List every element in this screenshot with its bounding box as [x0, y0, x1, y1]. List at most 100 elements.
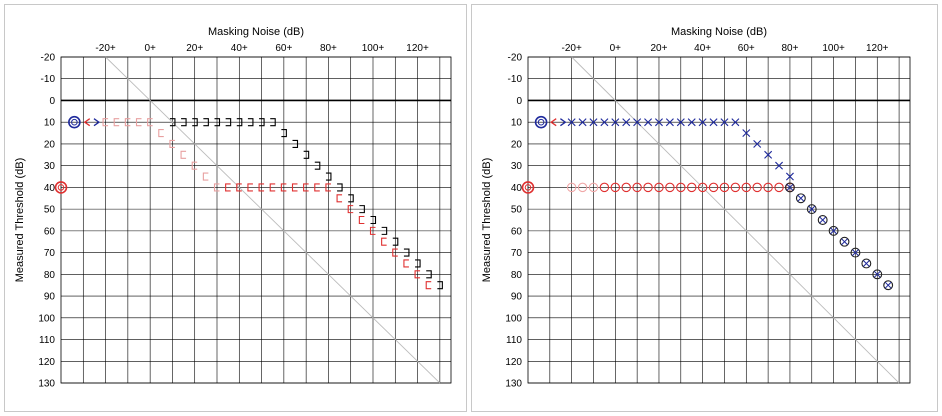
data-point-bracket	[191, 161, 198, 170]
data-point-bracket	[291, 183, 298, 192]
data-point-circle-cross-x	[884, 281, 892, 289]
data-point-bracket	[258, 183, 265, 192]
data-point-bracket	[147, 118, 153, 127]
data-point-circle	[610, 182, 621, 193]
data-point-circle-cross	[883, 280, 894, 291]
data-point-circle-cross	[839, 236, 850, 247]
data-point-bracket	[102, 118, 109, 127]
y-tick-label: 80	[44, 270, 56, 281]
data-point-bracket	[303, 150, 310, 159]
data-point-circle-cross-x	[819, 216, 827, 224]
right-audiogram-chart: -20+ 0+ 20+ 40+ 60+ 80+ 100+ 120+ -20 -10 0 10 20 30 4…	[481, 26, 911, 390]
right-chart-panel: -20+ 0+ 20+ 40+ 60+ 80+ 100+ 120+ -20 -10 0 10 20 30 4…	[471, 4, 938, 412]
data-point-bracket	[292, 139, 299, 148]
data-point-cross	[622, 118, 631, 127]
data-point-bracket	[269, 183, 276, 192]
y-tick-label: 90	[511, 292, 523, 303]
data-point-circle	[632, 182, 642, 193]
y-tick-label: 50	[511, 205, 523, 216]
data-point-circle	[665, 182, 675, 193]
data-point-bracket	[348, 194, 354, 203]
y-tick-label: 130	[505, 379, 522, 390]
data-point-bracket	[270, 118, 276, 127]
y-tick-label: 60	[44, 226, 56, 237]
y-tick-label: 10	[511, 118, 523, 129]
unmasked-threshold-inner	[71, 118, 78, 126]
data-point-bracket	[303, 183, 309, 192]
data-point-bracket	[280, 183, 287, 192]
data-point-bracket	[369, 226, 376, 235]
data-point-cross	[687, 118, 696, 127]
data-point-bracket	[214, 118, 221, 127]
y-tick-label: 20	[44, 139, 56, 150]
y-tick-label: 30	[44, 161, 56, 172]
data-point-bracket	[202, 172, 209, 181]
y-axis-title: Measured Threshold (dB)	[14, 158, 26, 283]
y-tick-label: 70	[44, 248, 56, 259]
data-point-circle-cross	[784, 182, 795, 193]
data-point-cross	[633, 118, 642, 127]
data-point-bracket	[392, 248, 398, 257]
data-point-circle	[730, 182, 741, 193]
data-point-cross	[698, 118, 707, 127]
data-point-circle	[621, 182, 631, 193]
data-point-circle-cross	[817, 215, 828, 225]
data-point-circle-cross	[872, 269, 883, 280]
y-tick-label: -10	[508, 74, 523, 85]
plot-frame	[527, 56, 911, 384]
y-tick-label: 60	[511, 226, 523, 237]
y-tick-label: 120	[38, 357, 55, 368]
data-point-bracket	[158, 129, 164, 138]
x-tick-label: 120+	[406, 43, 429, 54]
data-point-circle-cross	[806, 204, 817, 215]
data-point-bracket	[425, 281, 432, 290]
data-point-bracket	[135, 118, 142, 127]
data-point-circle	[697, 182, 708, 193]
data-point-circle	[588, 182, 599, 193]
data-point-bracket	[259, 118, 265, 127]
data-point-bracket	[392, 237, 399, 246]
y-tick-label: 110	[506, 335, 522, 346]
y-axis-title: Measured Threshold (dB)	[481, 158, 493, 283]
y-tick-label: 100	[505, 313, 522, 324]
data-point-cross	[567, 118, 576, 127]
x-tick-label: 60+	[275, 43, 292, 54]
data-point-bracket	[414, 270, 421, 279]
x-axis-title: Masking Noise (dB)	[208, 26, 304, 38]
data-point-bracket	[180, 150, 187, 159]
data-point-bracket	[113, 118, 120, 127]
data-point-cross	[742, 129, 751, 138]
data-point-circle-cross-x	[852, 249, 859, 256]
unmasked-threshold-circle	[521, 181, 535, 194]
data-point-bracket	[325, 172, 332, 181]
data-point-bracket	[213, 183, 220, 192]
data-point-bracket	[247, 118, 254, 127]
diagonal-reference-line	[571, 56, 900, 384]
data-point-bracket	[247, 183, 253, 192]
x-tick-label: 20+	[650, 43, 667, 54]
x-tick-label: -20+	[95, 43, 115, 54]
data-point-circle	[719, 182, 730, 193]
data-point-cross	[654, 118, 663, 127]
data-point-circle	[676, 182, 686, 193]
unmasked-threshold-inner	[57, 184, 65, 191]
data-point-circle-cross-x	[830, 227, 837, 235]
y-tick-label: 0	[516, 96, 522, 107]
y-tick-label: 80	[511, 270, 523, 281]
y-tick-label: 110	[39, 335, 55, 346]
y-tick-label: -10	[41, 74, 56, 85]
y-tick-label: 100	[38, 313, 55, 324]
y-tick-label: -20	[41, 53, 56, 64]
x-tick-label: 40+	[694, 43, 711, 54]
y-tick-label: 10	[44, 118, 56, 129]
data-point-bracket	[169, 118, 176, 127]
data-point-bracket	[381, 226, 388, 235]
data-point-circle	[708, 182, 719, 193]
data-point-bracket	[336, 194, 343, 203]
data-point-circle-cross	[861, 258, 872, 269]
data-point-bracket	[169, 139, 175, 148]
y-tick-label: 50	[44, 205, 56, 216]
y-tick-label: 30	[511, 161, 523, 172]
direction-arrow	[550, 118, 557, 127]
data-point-circle-cross	[795, 193, 806, 204]
